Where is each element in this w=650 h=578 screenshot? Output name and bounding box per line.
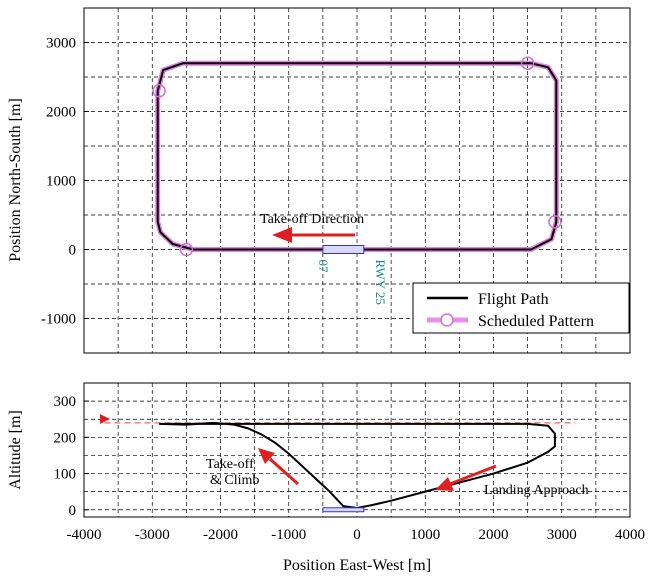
legend-flight-path-label: Flight Path xyxy=(478,291,549,308)
takeoff-climb-label-1: Take-off xyxy=(206,457,254,472)
takeoff-climb-arrow xyxy=(258,448,299,486)
y-tick-label: 200 xyxy=(54,430,77,446)
scheduled-pattern-marker xyxy=(179,242,194,257)
x-tick-label: 0 xyxy=(353,527,361,543)
x-tick-label: -4000 xyxy=(67,527,102,543)
y-tick-label: 300 xyxy=(54,394,77,410)
legend-scheduled-label: Scheduled Pattern xyxy=(478,313,594,330)
landing-approach-arrow xyxy=(435,464,497,491)
takeoff-direction-label: Take-off Direction xyxy=(260,212,364,227)
runway-07-label: 07 xyxy=(316,260,331,274)
landing-approach-label: Landing Approach xyxy=(484,483,589,498)
bottom-panel-series xyxy=(104,421,576,509)
y-tick-label: -1000 xyxy=(41,312,76,328)
scheduled-altitude-marker xyxy=(100,414,110,424)
x-tick-label: -1000 xyxy=(271,527,306,543)
runway-25-label: RWY 25 xyxy=(373,260,388,305)
y-tick-label: 0 xyxy=(69,243,77,259)
scheduled-pattern-marker xyxy=(548,215,562,229)
scheduled-pattern-marker xyxy=(152,84,166,98)
top-y-axis-label: Position North-South [m] xyxy=(7,98,24,262)
runway-bottom-rect xyxy=(322,507,365,513)
y-tick-label: 1000 xyxy=(46,174,76,190)
x-tick-label: 3000 xyxy=(547,527,577,543)
y-tick-label: 100 xyxy=(54,467,77,483)
y-tick-label: 0 xyxy=(69,503,77,519)
top-panel-ticks: -1000 0 1000 2000 3000 xyxy=(41,36,89,328)
bottom-y-axis-label: Altitude [m] xyxy=(7,410,24,490)
flight-path-altitude-line xyxy=(159,421,556,509)
x-tick-label: 2000 xyxy=(479,527,509,543)
takeoff-climb-label-2: & Climb xyxy=(210,473,259,488)
x-tick-label: -3000 xyxy=(135,527,170,543)
x-tick-label: 1000 xyxy=(410,527,440,543)
scheduled-pattern-marker xyxy=(520,56,535,70)
legend-scheduled-marker xyxy=(440,313,454,327)
x-tick-label: 4000 xyxy=(615,527,645,543)
y-tick-label: 2000 xyxy=(46,105,76,121)
legend: Flight Path Scheduled Pattern xyxy=(412,282,630,334)
bottom-panel-ticks: 0 100 200 300 -4000 -3000 -2000 -1000 0 1000 2000 3… xyxy=(54,394,646,543)
runway-rect xyxy=(322,245,365,254)
y-tick-label: 3000 xyxy=(46,36,76,52)
x-axis-label: Position East-West [m] xyxy=(283,557,431,574)
top-panel-series xyxy=(152,56,562,257)
x-tick-label: -2000 xyxy=(203,527,238,543)
takeoff-direction-arrow xyxy=(272,227,355,243)
flight-path-line xyxy=(156,62,558,251)
bottom-panel-frame xyxy=(83,382,631,518)
